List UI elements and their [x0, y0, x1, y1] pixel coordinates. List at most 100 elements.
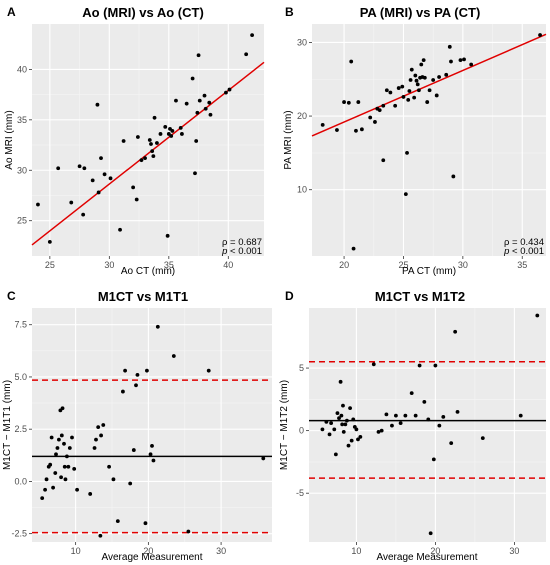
- panel-c-data-point: [66, 464, 71, 469]
- panel-a-y-tick-label: 40: [17, 64, 27, 74]
- panel-b-rho: ρ = 0.434: [504, 237, 544, 248]
- panel-c-data-point: [88, 492, 93, 496]
- panel-d-data-point: [426, 417, 431, 422]
- panel-a-data-point: [202, 93, 207, 98]
- panel-b-data-point: [412, 95, 417, 100]
- panel-b-x-tick-label: 25: [398, 260, 408, 270]
- panel-a-data-point: [197, 98, 202, 103]
- panel-b-data-point: [458, 58, 463, 62]
- panel-c: C M1CT vs M1T1 10 20 30 -2.5 0.0 2.5 5.0 7.5 Av…: [2, 289, 272, 563]
- panel-d-data-point: [335, 411, 340, 416]
- panel-c-data-point: [72, 466, 77, 471]
- panel-b-data-point: [381, 103, 386, 108]
- panel-b-data-point: [373, 120, 377, 124]
- panel-d-data-point: [431, 457, 436, 462]
- panel-b-data-point: [422, 75, 427, 80]
- panel-c-data-point: [49, 435, 54, 440]
- panel-a-data-point: [135, 135, 140, 139]
- panel-c-ticks: 10 20 30 -2.5 0.0 2.5 5.0 7.5: [11, 320, 226, 556]
- panel-a-data-point: [169, 134, 174, 138]
- panel-c-data-point: [51, 485, 55, 490]
- panel-d-data-point: [535, 313, 540, 318]
- panel-a-data-point: [56, 166, 61, 171]
- panel-b-x-tick-label: 30: [458, 260, 468, 270]
- panel-a-data-point: [99, 156, 103, 161]
- panel-a-data-point: [155, 141, 159, 145]
- panel-b-y-label: PA MRI (mm): [283, 110, 294, 169]
- panel-a-data-point: [196, 53, 201, 58]
- panel-a-x-tick-label: 25: [45, 260, 55, 270]
- panel-d-data-point: [333, 452, 338, 457]
- panel-d-x-label: Average Measurement: [377, 552, 478, 563]
- panel-b-data-point: [427, 88, 432, 93]
- panel-c-x-tick-label: 10: [71, 546, 81, 556]
- panel-a-data-point: [165, 233, 170, 238]
- panel-b-reference-lines: [311, 33, 547, 137]
- panel-c-data-point: [101, 423, 106, 427]
- panel-c-data-point: [44, 477, 49, 482]
- panel-c-data-point: [150, 443, 154, 448]
- panel-c-data-point: [40, 496, 45, 501]
- panel-b-data-point: [359, 127, 364, 132]
- panel-d-data-point: [358, 434, 363, 439]
- panel-a-data-point: [69, 200, 74, 205]
- panel-c-data-point: [206, 368, 211, 373]
- panel-a-data-point: [82, 166, 87, 171]
- panel-c-data-point: [96, 425, 101, 429]
- panel-c-data-point: [111, 477, 116, 482]
- panel-d-data-point: [437, 423, 442, 428]
- panel-a-data-point: [95, 102, 100, 107]
- panel-c-data-point: [135, 372, 140, 377]
- panel-c-data-point: [57, 437, 61, 442]
- panel-c-y-label: M1CT − M1T1 (mm): [2, 380, 13, 470]
- panel-c-points: [40, 324, 266, 538]
- panel-b-data-point: [413, 73, 418, 78]
- panel-d-data-point: [428, 531, 433, 536]
- panel-a-data-point: [121, 139, 126, 143]
- panel-c-data-point: [99, 433, 103, 438]
- panel-a-data-point: [227, 87, 232, 92]
- panel-b-data-point: [408, 78, 413, 82]
- panel-b-data-point: [409, 67, 414, 72]
- panel-b-data-point: [425, 100, 430, 104]
- panel-a-data-point: [158, 132, 163, 136]
- panel-c-y-tick-label: 7.5: [14, 320, 27, 330]
- panel-b-data-point: [406, 97, 411, 102]
- panel-a-data-point: [134, 197, 139, 202]
- panel-b-gridlines: [312, 24, 546, 256]
- panel-b-data-point: [415, 82, 420, 87]
- panel-c-data-point: [48, 462, 53, 467]
- panel-d-x-tick-label: 10: [351, 546, 361, 556]
- panel-letter-b: B: [285, 5, 294, 19]
- panel-b-data-point: [419, 62, 424, 67]
- panel-c-data-point: [107, 464, 111, 469]
- panel-c-data-point: [145, 368, 149, 373]
- panel-a-data-point: [143, 156, 147, 161]
- panel-c-data-point: [115, 519, 120, 524]
- panel-d-data-point: [371, 362, 376, 367]
- panel-b-data-point: [354, 128, 358, 133]
- panel-b-regression-line: [311, 33, 547, 137]
- panel-d-data-point: [320, 427, 325, 432]
- panel-a-rho: ρ = 0.687: [222, 237, 262, 248]
- panel-a-data-point: [207, 100, 212, 105]
- panel-d-data-point: [455, 409, 460, 414]
- panel-c-data-point: [70, 435, 74, 440]
- panel-a-ticks: 25 30 35 40 25 30 35 40: [17, 64, 233, 270]
- panel-d-data-point: [379, 428, 384, 433]
- panel-a-data-point: [208, 112, 213, 117]
- panel-a-data-point: [244, 52, 249, 57]
- panel-a-data-point: [250, 33, 255, 37]
- panel-d-data-point: [356, 437, 360, 442]
- panel-b-data-point: [469, 62, 474, 67]
- panel-c-data-point: [186, 529, 191, 534]
- panel-b-data-point: [431, 78, 436, 82]
- panel-c-title: M1CT vs M1T1: [98, 289, 188, 304]
- panel-b-data-point: [401, 95, 406, 99]
- panel-c-y-tick-label: 5.0: [14, 372, 27, 382]
- panel-c-y-tick-label: -2.5: [11, 529, 27, 539]
- panel-a-y-tick-label: 30: [17, 165, 27, 175]
- panel-d-data-point: [376, 429, 381, 434]
- panel-a-data-point: [151, 154, 156, 159]
- panel-b-y-tick-label: 30: [297, 37, 307, 47]
